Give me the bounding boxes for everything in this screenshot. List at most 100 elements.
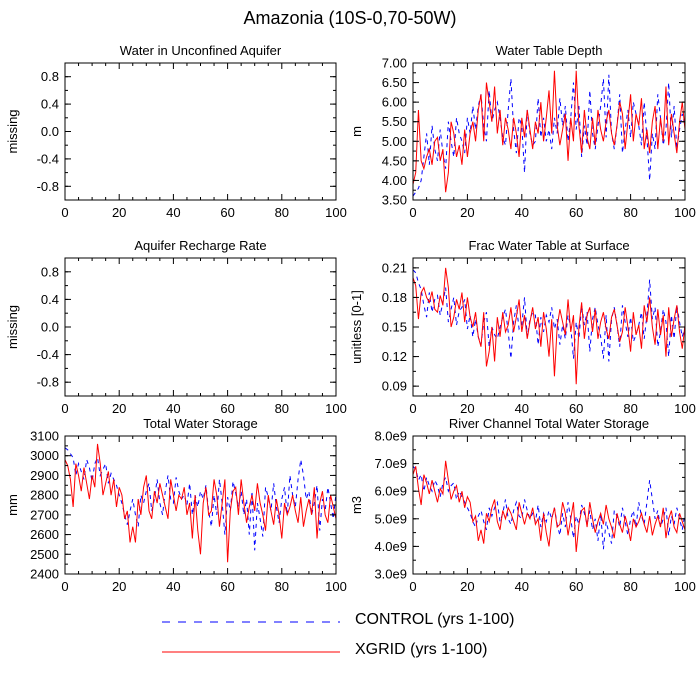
y-tick-label: 0.12 xyxy=(382,349,407,364)
subplot-title: Water in Unconfined Aquifer xyxy=(120,43,282,58)
series-line-xgrid xyxy=(64,443,337,563)
subplot-title: Aquifer Recharge Rate xyxy=(134,238,266,253)
x-tick-label: 40 xyxy=(166,401,180,416)
x-tick-label: 80 xyxy=(275,579,289,594)
x-tick-label: 40 xyxy=(515,205,529,220)
y-tick-label: -0.4 xyxy=(37,347,59,362)
subplot-title: Frac Water Table at Surface xyxy=(468,238,629,253)
x-tick-label: 100 xyxy=(325,205,347,220)
y-tick-label: 0.09 xyxy=(382,379,407,394)
series-line-control xyxy=(64,447,337,551)
x-tick-label: 100 xyxy=(325,401,347,416)
x-tick-label: 80 xyxy=(623,401,637,416)
x-tick-label: 20 xyxy=(460,205,474,220)
series-line-xgrid xyxy=(412,267,686,385)
y-tick-label: 6.0e9 xyxy=(374,484,407,499)
x-tick-label: 60 xyxy=(220,401,234,416)
x-tick-label: 60 xyxy=(569,401,583,416)
series-line-control xyxy=(412,269,686,362)
y-axis-label: missing xyxy=(5,305,20,349)
y-tick-label: 0.15 xyxy=(382,320,407,335)
x-tick-label: 80 xyxy=(623,579,637,594)
y-axis-label: mm xyxy=(5,494,20,516)
x-tick-label: 20 xyxy=(112,401,126,416)
x-tick-label: 0 xyxy=(409,579,416,594)
plot-p3: 0 20 40 60 80 100 -0.8 -0.4 0.0 0.4 0.8 Aquifer Rec… xyxy=(5,238,347,416)
y-tick-label: 2400 xyxy=(30,567,59,582)
series-line-control xyxy=(412,466,686,550)
y-tick-label: 0.8 xyxy=(41,264,59,279)
plot-frame xyxy=(412,257,686,397)
x-tick-label: 0 xyxy=(409,401,416,416)
plot-frame xyxy=(412,435,686,575)
x-tick-label: 0 xyxy=(409,205,416,220)
y-tick-label: 0.0 xyxy=(41,124,59,139)
x-tick-label: 20 xyxy=(112,579,126,594)
x-tick-label: 0 xyxy=(61,205,68,220)
x-tick-label: 100 xyxy=(674,205,696,220)
subplot-title: Water Table Depth xyxy=(496,43,603,58)
plot-frame xyxy=(64,257,337,397)
y-tick-label: 4.00 xyxy=(382,173,407,188)
y-tick-label: 5.00 xyxy=(382,134,407,149)
x-tick-label: 40 xyxy=(166,205,180,220)
x-tick-label: 0 xyxy=(61,401,68,416)
x-tick-label: 40 xyxy=(515,401,529,416)
x-tick-label: 100 xyxy=(325,579,347,594)
x-tick-label: 100 xyxy=(674,401,696,416)
x-tick-label: 80 xyxy=(623,205,637,220)
y-tick-label: 0.0 xyxy=(41,320,59,335)
y-tick-label: 2800 xyxy=(30,488,59,503)
y-axis-label: m3 xyxy=(349,496,364,514)
plot-p6: 0 20 40 60 80 100 3.0e9 4.0e9 5.0e9 6.0e9 7.0e9 8.0… xyxy=(349,416,696,594)
y-axis-label: unitless [0-1] xyxy=(349,290,364,364)
subplot-title: River Channel Total Water Storage xyxy=(449,416,649,431)
y-tick-label: 0.4 xyxy=(41,292,59,307)
y-axis-label: m xyxy=(349,126,364,137)
y-tick-label: 4.0e9 xyxy=(374,539,407,554)
y-tick-label: 4.50 xyxy=(382,153,407,168)
y-tick-label: 0.8 xyxy=(41,69,59,84)
y-tick-label: 3.50 xyxy=(382,193,407,208)
y-tick-label: 6.50 xyxy=(382,75,407,90)
y-tick-label: 6.00 xyxy=(382,95,407,110)
x-tick-label: 80 xyxy=(275,205,289,220)
series-line-xgrid xyxy=(412,460,686,552)
subplot-title: Total Water Storage xyxy=(143,416,257,431)
y-tick-label: 7.0e9 xyxy=(374,456,407,471)
y-tick-label: 0.21 xyxy=(382,260,407,275)
figure-title: Amazonia (10S-0,70-50W) xyxy=(243,8,457,28)
y-tick-label: 5.50 xyxy=(382,114,407,129)
x-tick-label: 60 xyxy=(220,205,234,220)
plot-p1: 0 20 40 60 80 100 -0.8 -0.4 0.0 0.4 0.8 Water in Un… xyxy=(5,43,347,220)
y-tick-label: 3100 xyxy=(30,429,59,444)
y-tick-label: -0.8 xyxy=(37,375,59,390)
x-tick-label: 60 xyxy=(569,205,583,220)
x-tick-label: 40 xyxy=(515,579,529,594)
y-tick-label: -0.4 xyxy=(37,151,59,166)
x-tick-label: 20 xyxy=(112,205,126,220)
x-tick-label: 20 xyxy=(460,401,474,416)
y-tick-label: 2500 xyxy=(30,547,59,562)
x-tick-label: 60 xyxy=(220,579,234,594)
x-tick-label: 100 xyxy=(674,579,696,594)
y-tick-label: 3.0e9 xyxy=(374,567,407,582)
plot-p2: 0 20 40 60 80 100 3.50 4.00 4.50 5.00 5.50 6.00 6.50… xyxy=(349,43,696,220)
x-tick-label: 0 xyxy=(61,579,68,594)
x-tick-label: 40 xyxy=(166,579,180,594)
plot-frame xyxy=(64,62,337,201)
y-tick-label: -0.8 xyxy=(37,179,59,194)
y-axis-label: missing xyxy=(5,109,20,153)
x-tick-label: 60 xyxy=(569,579,583,594)
y-tick-label: 2700 xyxy=(30,507,59,522)
y-tick-label: 0.4 xyxy=(41,97,59,112)
y-tick-label: 7.00 xyxy=(382,56,407,71)
plot-p4: 0 20 40 60 80 100 0.09 0.12 0.15 0.18 0.21 Frac Wat… xyxy=(349,238,696,416)
y-tick-label: 3000 xyxy=(30,448,59,463)
y-tick-label: 2900 xyxy=(30,468,59,483)
y-tick-label: 0.18 xyxy=(382,290,407,305)
y-tick-label: 2600 xyxy=(30,527,59,542)
y-tick-label: 5.0e9 xyxy=(374,511,407,526)
x-tick-label: 80 xyxy=(275,401,289,416)
